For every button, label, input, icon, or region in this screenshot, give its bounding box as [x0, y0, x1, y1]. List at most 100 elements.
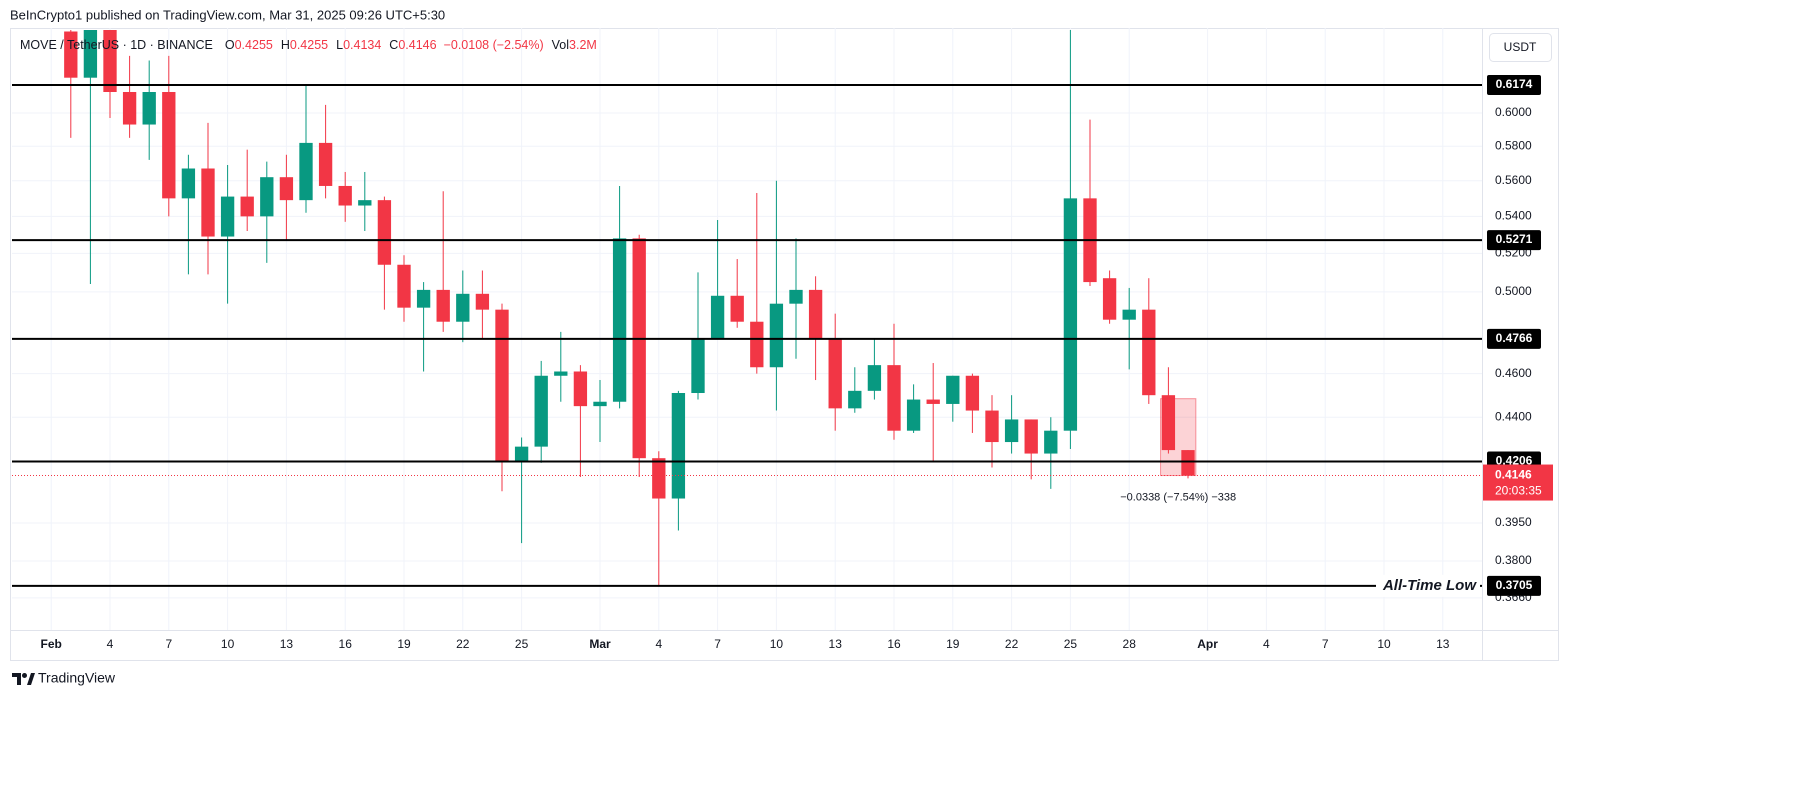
legend-value: 0.4255: [235, 38, 273, 52]
candle-body: [103, 30, 117, 92]
candle-body: [887, 365, 901, 431]
x-tick-label: 28: [1123, 637, 1137, 651]
candle-body: [377, 200, 392, 265]
x-tick-label: 7: [165, 637, 172, 651]
legend-value: 3.2M: [569, 38, 597, 52]
candle-body: [358, 200, 372, 206]
candle-body: [338, 185, 352, 206]
legend-symbol: MOVE / TetherUS · 1D · BINANCE: [20, 38, 213, 52]
legend-value: 0.4146: [398, 38, 436, 52]
candle-body: [142, 91, 156, 125]
x-tick-label: 13: [280, 637, 294, 651]
candle-body: [64, 31, 78, 78]
level-badge: [1487, 74, 1541, 95]
candle-body: [632, 238, 646, 459]
x-tick-label: 22: [456, 637, 470, 651]
candle-body: [456, 293, 470, 322]
x-tick-label: 10: [221, 637, 235, 651]
legend-change: −0.0108 (−2.54%): [444, 38, 544, 52]
x-tick-label: 4: [655, 637, 662, 651]
candles: [64, 30, 1195, 586]
candle-body: [436, 289, 450, 322]
legend-key: H: [281, 38, 290, 52]
y-tick-label: 0.4600: [1495, 366, 1532, 380]
last-price-label: 0.4146: [1495, 468, 1532, 482]
x-tick-label: 13: [1436, 637, 1450, 651]
candle-body: [926, 399, 940, 404]
candle-body: [554, 371, 568, 376]
countdown-label: 20:03:35: [1495, 484, 1542, 498]
level-note: All-Time Low: [1382, 577, 1477, 594]
candle-body: [691, 338, 705, 394]
candle-body: [1122, 309, 1136, 320]
candle-body: [162, 91, 176, 199]
candle-body: [652, 458, 666, 499]
candle-body: [573, 371, 588, 407]
x-tick-label: 22: [1005, 637, 1019, 651]
candle-body: [1142, 309, 1156, 396]
y-tick-label: 0.3800: [1495, 553, 1532, 567]
level-label: 0.6174: [1496, 77, 1533, 91]
x-tick-label: Apr: [1197, 637, 1218, 651]
y-tick-label: 0.5600: [1495, 173, 1532, 187]
chart-frame: [10, 28, 1559, 661]
level-label: 0.4766: [1496, 331, 1533, 345]
level-badge: [1487, 575, 1541, 596]
y-tick-label: 0.6000: [1495, 105, 1532, 119]
currency-label: USDT: [1504, 40, 1537, 54]
grid: Feb 4 7 10 13 16 19 22 25 Mar 4 7 10 13 16 19 22 25 28 Apr 4…: [12, 28, 1532, 651]
measure-box: [1160, 398, 1197, 477]
legend-key: L: [336, 38, 343, 52]
candle-body: [299, 142, 313, 201]
x-tick-label: 10: [1377, 637, 1391, 651]
candle-body: [475, 293, 490, 310]
x-tick-label: 7: [1322, 637, 1329, 651]
candle-body: [1044, 430, 1058, 454]
level-badge: [1487, 230, 1541, 251]
level-badge: [1487, 328, 1541, 349]
y-tick-label: 0.5000: [1495, 284, 1532, 298]
candle-body: [1102, 278, 1117, 320]
last-price-badge: [1483, 464, 1553, 501]
candle-body: [122, 91, 137, 125]
legend-key: C: [389, 38, 398, 52]
tradingview-logo: [12, 673, 35, 685]
candle-body: [397, 264, 411, 308]
level-note-bg: [1376, 574, 1480, 597]
candle-body: [750, 321, 764, 368]
candle-body: [671, 393, 686, 499]
legend: MOVE / TetherUS · 1D · BINANCE O0.4255 H0.…: [20, 38, 597, 52]
candle-body: [730, 295, 744, 322]
currency-button[interactable]: [1489, 33, 1552, 62]
candle-body: [985, 410, 999, 443]
candle-body: [416, 289, 431, 308]
candle-body: [83, 30, 98, 78]
candle-body: [534, 375, 548, 447]
candle-body: [260, 177, 274, 217]
candle-body: [318, 142, 333, 186]
candle-body: [1063, 198, 1078, 431]
candle-body: [1024, 419, 1038, 454]
level-label: 0.3705: [1496, 578, 1533, 592]
candle-body: [240, 196, 254, 217]
candle-body: [495, 309, 509, 461]
y-tick-label: 0.4400: [1495, 409, 1532, 423]
x-tick-label: Mar: [589, 637, 611, 651]
candle-body: [593, 401, 607, 407]
candle-body: [279, 177, 294, 201]
candle-body: [965, 375, 980, 411]
x-tick-label: 25: [1064, 637, 1078, 651]
x-tick-label: 7: [714, 637, 721, 651]
candle-body: [220, 196, 235, 237]
candle-body: [1181, 450, 1195, 476]
candle-body: [769, 303, 784, 368]
candle-body: [867, 365, 882, 391]
candle-body: [1161, 395, 1176, 451]
candle-body: [181, 168, 196, 199]
x-tick-label: 13: [829, 637, 843, 651]
legend-key: Vol: [552, 38, 569, 52]
level-label: 0.4206: [1496, 454, 1533, 468]
candle-body: [906, 399, 921, 431]
